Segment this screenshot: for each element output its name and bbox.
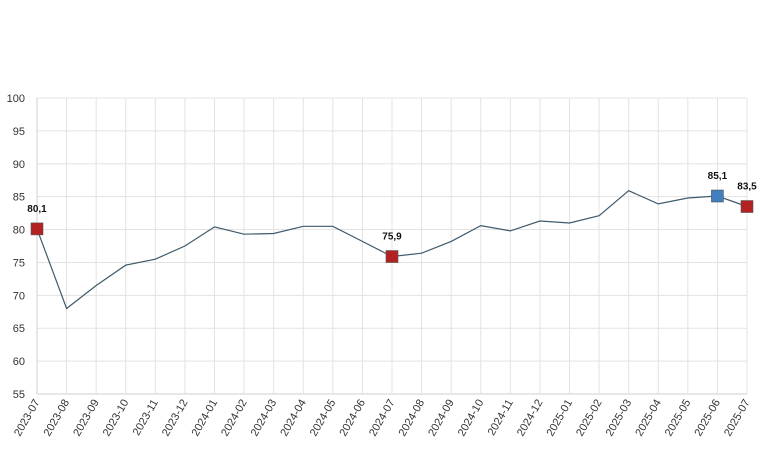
highlight-marker — [385, 250, 399, 263]
x-tick-label: 2025-07 — [722, 398, 753, 439]
x-tick-label: 2024-03 — [249, 398, 280, 439]
x-tick-label: 2023-09 — [71, 398, 102, 439]
y-tick-label: 85 — [13, 192, 25, 204]
data-label: 83,5 — [737, 182, 757, 193]
x-tick-label: 2024-01 — [190, 398, 221, 439]
y-tick-label: 95 — [13, 126, 25, 138]
x-tick-label: 2023-12 — [160, 398, 191, 439]
y-axis-ticks: 55 60 65 70 75 80 85 90 95 100 — [7, 93, 25, 401]
x-tick-label: 2023-10 — [101, 398, 132, 439]
data-label: 75,9 — [382, 232, 402, 243]
data-label: 85,1 — [708, 171, 728, 182]
highlight-marker — [30, 222, 44, 236]
y-tick-label: 55 — [13, 389, 25, 401]
y-tick-label: 65 — [13, 323, 25, 335]
highlight-markers — [30, 189, 754, 263]
x-tick-label: 2024-06 — [337, 398, 368, 439]
highlight-marker — [711, 189, 724, 203]
x-tick-label: 2025-02 — [574, 398, 605, 439]
x-tick-label: 2025-04 — [633, 398, 664, 439]
y-tick-label: 60 — [13, 356, 25, 368]
highlight-marker — [740, 200, 754, 213]
x-tick-label: 2023-11 — [131, 398, 161, 438]
x-tick-label: 2024-10 — [456, 398, 487, 439]
x-tick-label: 2024-09 — [426, 398, 457, 439]
x-tick-label: 2024-11 — [486, 398, 516, 438]
x-tick-label: 2024-08 — [397, 398, 428, 439]
y-tick-label: 80 — [13, 225, 25, 237]
x-axis-ticks: 2023-07 2023-08 2023-09 2023-10 2023-11 2023-… — [12, 398, 753, 439]
grid — [36, 97, 748, 395]
x-tick-label: 2023-07 — [12, 398, 43, 439]
x-tick-label: 2025-03 — [604, 398, 635, 439]
x-tick-label: 2024-02 — [219, 398, 250, 439]
data-label: 80,1 — [27, 204, 47, 215]
x-tick-label: 2024-04 — [278, 398, 309, 439]
x-tick-label: 2024-05 — [308, 398, 339, 439]
y-tick-label: 90 — [13, 159, 25, 171]
x-tick-label: 2025-06 — [692, 398, 723, 439]
x-tick-label: 2025-01 — [545, 398, 576, 439]
y-tick-label: 70 — [13, 290, 25, 302]
x-tick-label: 2024-07 — [367, 398, 398, 439]
x-tick-label: 2024-12 — [515, 398, 546, 439]
y-tick-label: 75 — [13, 257, 25, 269]
data-labels: 80,1 75,9 85,1 83,5 — [27, 171, 757, 243]
x-tick-label: 2023-08 — [42, 398, 73, 439]
y-tick-label: 100 — [7, 93, 25, 105]
x-tick-label: 2025-05 — [663, 398, 694, 439]
